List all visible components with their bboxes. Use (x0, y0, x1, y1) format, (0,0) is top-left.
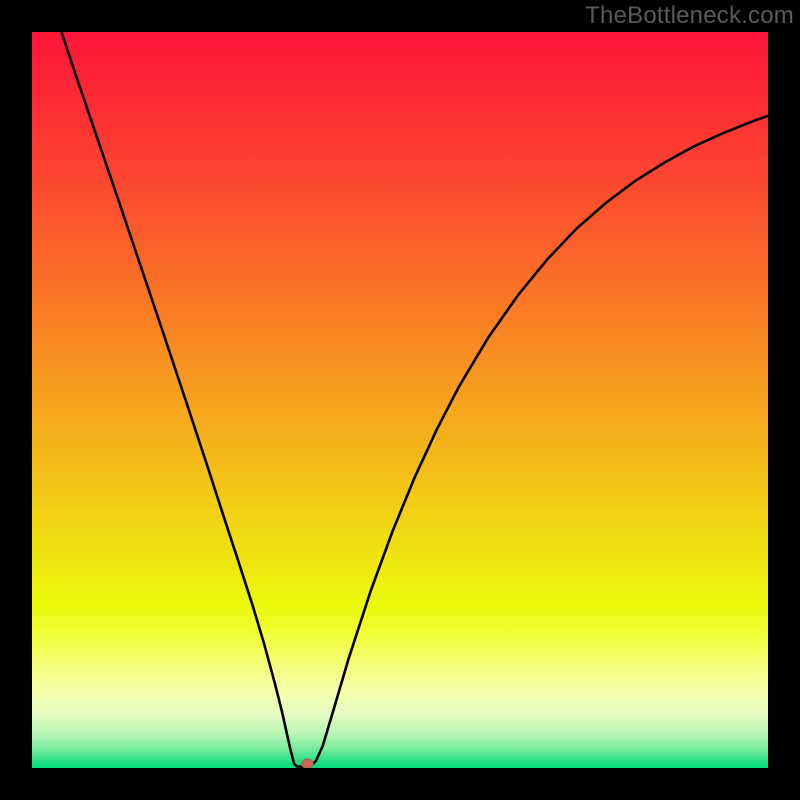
bottleneck-curve (61, 32, 768, 767)
watermark-text: TheBottleneck.com (585, 2, 794, 30)
chart-plot-area (32, 32, 768, 768)
optimal-point-marker (301, 759, 314, 768)
chart-curve-layer (32, 32, 768, 768)
